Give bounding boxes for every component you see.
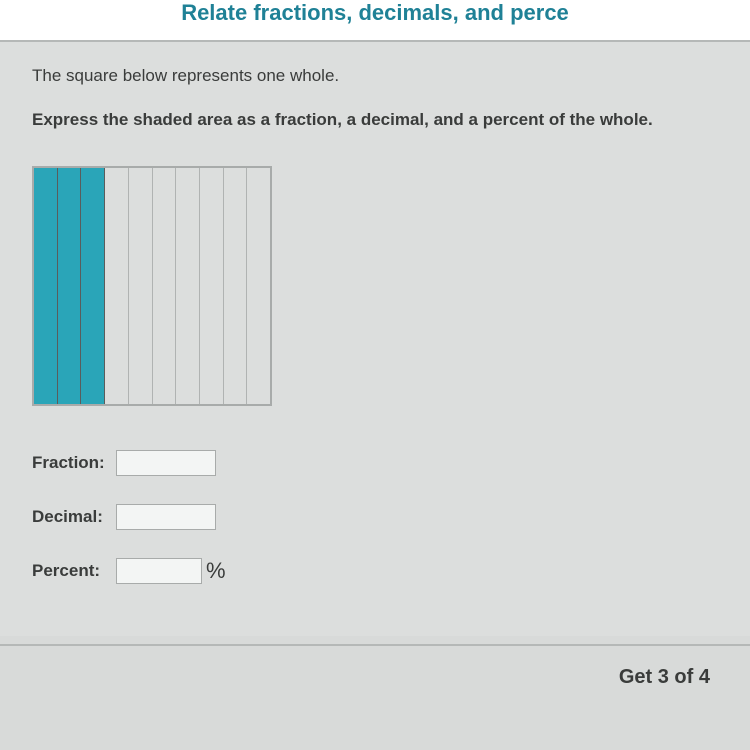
progress-text: Get 3 of 4 <box>619 666 710 688</box>
grid-col <box>200 168 224 404</box>
header: Relate fractions, decimals, and perce <box>0 0 750 40</box>
grid-col <box>153 168 177 404</box>
fraction-label: Fraction: <box>32 453 116 473</box>
grid-col <box>247 168 270 404</box>
page-title: Relate fractions, decimals, and perce <box>0 0 750 32</box>
grid-container <box>32 166 718 406</box>
inputs-section: Fraction: Decimal: Percent: % <box>32 450 718 584</box>
grid-col <box>129 168 153 404</box>
question-text: Express the shaded area as a fraction, a… <box>32 110 718 130</box>
percent-label: Percent: <box>32 561 116 581</box>
grid-col <box>224 168 248 404</box>
fraction-input[interactable] <box>116 450 216 476</box>
decimal-input[interactable] <box>116 504 216 530</box>
grid-col <box>105 168 129 404</box>
percent-row: Percent: % <box>32 558 718 584</box>
grid-col-shaded <box>58 168 82 404</box>
percent-sign: % <box>206 558 226 584</box>
footer: Get 3 of 4 <box>0 646 750 689</box>
percent-input[interactable] <box>116 558 202 584</box>
fraction-grid <box>32 166 272 406</box>
content-area: The square below represents one whole. E… <box>0 42 750 636</box>
grid-col-shaded <box>81 168 105 404</box>
grid-col <box>176 168 200 404</box>
decimal-label: Decimal: <box>32 507 116 527</box>
decimal-row: Decimal: <box>32 504 718 530</box>
fraction-row: Fraction: <box>32 450 718 476</box>
intro-text: The square below represents one whole. <box>32 66 718 86</box>
grid-col-shaded <box>34 168 58 404</box>
